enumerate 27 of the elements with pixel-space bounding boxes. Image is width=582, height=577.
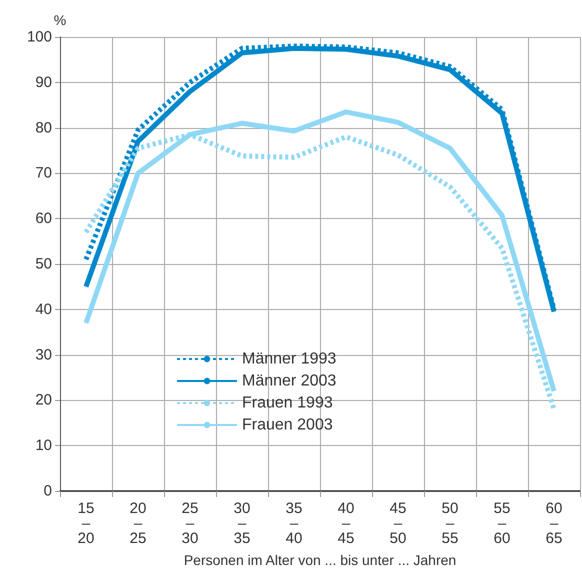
y-tick-label: 90 [35,74,52,91]
legend-label: Frauen 1993 [242,394,333,412]
y-tick-label: 100 [26,28,52,46]
x-tick-label: 35 – 40 [286,500,302,547]
x-axis-title: Personen im Alter von ... bis unter ... Jahren [184,552,456,568]
y-tick-label: 30 [35,346,52,364]
y-tick-label: 0 [44,482,52,500]
legend-label: Männer 2003 [242,372,336,390]
x-tick-label: 15 – 20 [78,500,94,547]
y-tick-label: 80 [35,119,52,136]
y-axis-title: % [54,12,66,28]
x-tick-label: 60 – 65 [546,500,562,547]
x-tick-label: 40 – 45 [338,500,354,547]
y-tick-label: 10 [35,437,52,454]
x-tick-label: 55 – 60 [494,500,510,547]
y-tick-label: 20 [35,392,52,409]
y-tick-label: 40 [35,300,52,318]
y-tick-label: 70 [35,164,52,182]
x-tick-label: 20 – 25 [130,500,146,547]
y-tick-label: 50 [35,256,52,272]
legend-label: Männer 1993 [242,350,336,368]
legend-label: Frauen 2003 [242,416,333,434]
x-tick-label: 25 – 30 [182,500,198,547]
x-tick-label: 50 – 55 [442,500,458,547]
x-tick-label: 30 – 35 [234,500,250,547]
y-tick-label: 60 [35,210,52,228]
x-tick-label: 45 – 50 [390,500,406,547]
